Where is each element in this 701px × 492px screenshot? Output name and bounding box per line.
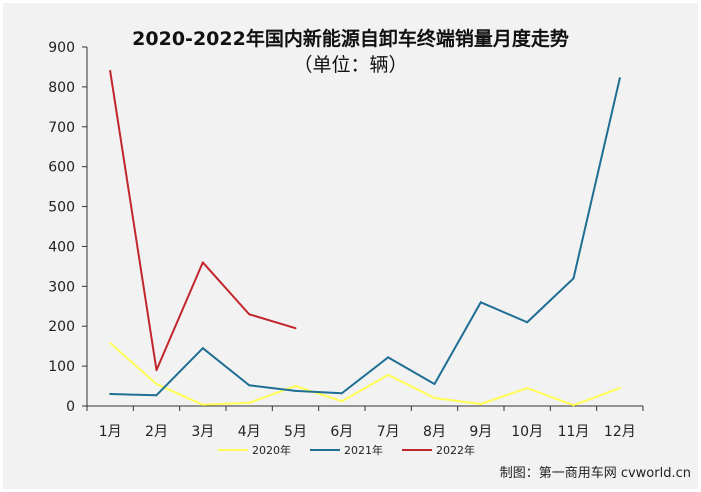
data-point xyxy=(479,403,482,406)
y-tick-label: 600 xyxy=(48,160,75,176)
data-point xyxy=(248,384,251,387)
data-point xyxy=(618,387,621,390)
y-tick-label: 100 xyxy=(48,359,75,375)
data-point xyxy=(340,400,343,403)
y-tick-label: 0 xyxy=(66,399,75,415)
x-tick-label: 8月 xyxy=(423,424,446,440)
x-tick-label: 2月 xyxy=(145,424,168,440)
y-tick-label: 300 xyxy=(48,279,75,295)
data-point xyxy=(248,313,251,316)
x-tick-label: 12月 xyxy=(604,424,636,440)
series-line-2021年 xyxy=(110,77,621,397)
series-line-2022年 xyxy=(109,70,296,372)
data-point xyxy=(618,77,621,80)
data-point xyxy=(340,392,343,395)
y-tick-label: 500 xyxy=(48,200,75,216)
data-point xyxy=(109,341,112,344)
data-point xyxy=(201,347,204,350)
chart-subtitle: （单位：辆） xyxy=(293,54,408,76)
x-tick-label: 1月 xyxy=(99,424,122,440)
data-point xyxy=(526,321,529,324)
data-point xyxy=(109,393,112,396)
legend-label: 2021年 xyxy=(344,443,383,457)
series-line-2020年 xyxy=(109,342,621,407)
x-tick-label: 4月 xyxy=(238,424,261,440)
data-point xyxy=(109,69,112,72)
data-point xyxy=(572,277,575,280)
data-point xyxy=(155,383,158,386)
x-tick-label: 5月 xyxy=(284,424,307,440)
y-tick-label: 700 xyxy=(48,120,75,136)
data-point xyxy=(155,394,158,397)
data-point xyxy=(201,403,204,406)
data-point xyxy=(572,404,575,407)
x-tick-label: 10月 xyxy=(511,424,543,440)
y-tick-label: 400 xyxy=(48,239,75,255)
data-point xyxy=(526,387,529,390)
legend-label: 2020年 xyxy=(252,443,291,457)
y-tick-label: 200 xyxy=(48,319,75,335)
x-tick-label: 6月 xyxy=(330,424,353,440)
x-tick-label: 11月 xyxy=(558,424,590,440)
chart-background xyxy=(3,3,698,489)
y-tick-label: 900 xyxy=(48,40,75,56)
data-point xyxy=(294,327,297,330)
data-point xyxy=(433,397,436,400)
data-point xyxy=(201,261,204,264)
x-tick-label: 3月 xyxy=(191,424,214,440)
data-point xyxy=(387,373,390,376)
data-point xyxy=(155,369,158,372)
legend-label: 2022年 xyxy=(436,443,475,457)
data-point xyxy=(248,401,251,404)
data-point xyxy=(479,301,482,304)
data-point xyxy=(387,356,390,359)
data-point xyxy=(433,383,436,386)
chart-title: 2020-2022年国内新能源自卸车终端销量月度走势 xyxy=(132,28,569,50)
y-tick-label: 800 xyxy=(48,80,75,96)
data-point xyxy=(294,385,297,388)
data-point xyxy=(294,389,297,392)
credit: 制图：第一商用车网 cvworld.cn xyxy=(499,466,691,481)
x-tick-label: 7月 xyxy=(377,424,400,440)
x-tick-label: 9月 xyxy=(469,424,492,440)
